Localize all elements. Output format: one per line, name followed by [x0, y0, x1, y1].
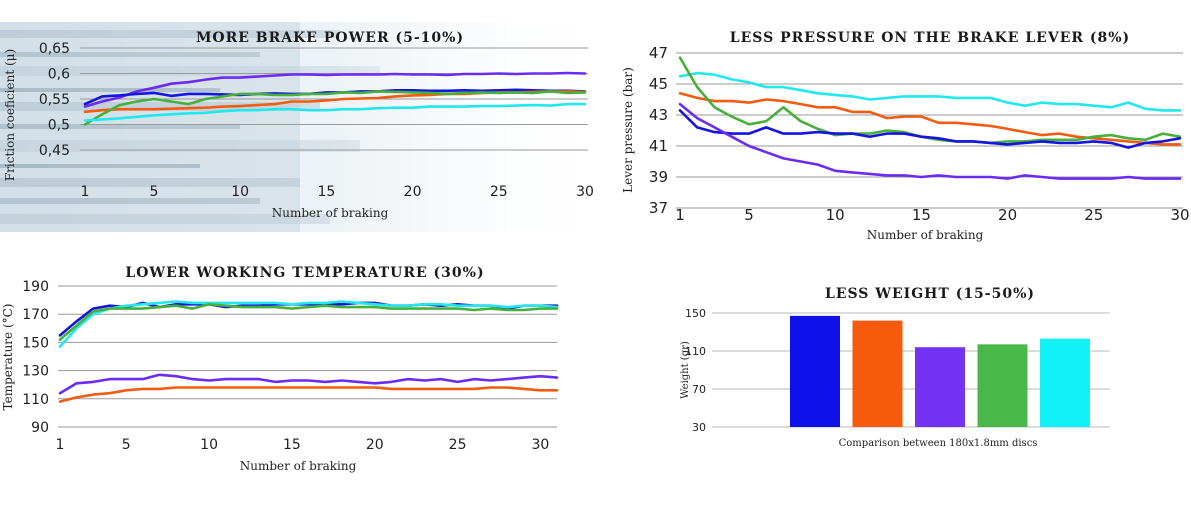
- friction-chart: MORE BRAKE POWER (5-10%) 0,65 0,6 0,55 0,5 0,…: [3, 30, 594, 220]
- y-tick-label: 130: [22, 364, 49, 380]
- bar-1: [790, 315, 840, 427]
- x-tick-label: 5: [122, 437, 131, 453]
- y-tick-label: 0,55: [39, 92, 70, 108]
- x-tick-label: 1: [675, 206, 685, 224]
- y-tick-label: 170: [22, 307, 49, 323]
- x-tick-label: 30: [576, 184, 594, 200]
- y-tick-label: 190: [22, 279, 49, 295]
- y-axis-label: Lever pressure (bar): [621, 67, 635, 193]
- x-tick-label: 1: [81, 184, 90, 200]
- series-line-5: [678, 102, 1182, 180]
- x-axis-label: Number of braking: [272, 206, 389, 220]
- x-tick-label: 30: [1170, 206, 1189, 224]
- y-tick-label: 0,5: [48, 118, 70, 134]
- y-tick-label: 0,6: [48, 67, 70, 83]
- series-line-1: [83, 71, 587, 108]
- y-tick-label: 37: [649, 199, 668, 217]
- series-line-4: [83, 90, 587, 126]
- bar-5: [1040, 338, 1090, 427]
- y-tick-label: 30: [692, 421, 706, 434]
- motion-blur-background: [0, 22, 600, 232]
- y-axis-label: Weight (gr): [680, 341, 691, 399]
- chart-title: LOWER WORKING TEMPERATURE (30%): [125, 265, 484, 281]
- y-tick-label: 150: [685, 307, 706, 320]
- series-line-4: [58, 373, 559, 395]
- y-tick-label: 0,65: [39, 41, 70, 57]
- chart-title: MORE BRAKE POWER (5-10%): [196, 30, 464, 46]
- x-axis-label: Number of braking: [240, 459, 357, 473]
- y-tick-label: 47: [649, 44, 668, 62]
- x-tick-label: 25: [1084, 206, 1103, 224]
- y-axis-label: Friction coeficient (μ): [3, 49, 17, 181]
- x-tick-label: 20: [998, 206, 1017, 224]
- y-tick-label: 45: [649, 75, 668, 93]
- series-line-4: [678, 109, 1182, 149]
- y-tick-label: 39: [649, 168, 668, 186]
- x-tick-label: 10: [826, 206, 845, 224]
- y-tick-label: 110: [685, 345, 706, 358]
- lever-pressure-chart: LESS PRESSURE ON THE BRAKE LEVER (8%) 47 4…: [621, 30, 1190, 242]
- x-tick-label: 15: [912, 206, 931, 224]
- x-tick-label: 25: [449, 437, 467, 453]
- y-tick-label: 150: [22, 335, 49, 351]
- x-tick-label: 20: [404, 184, 422, 200]
- x-tick-label: 10: [200, 437, 218, 453]
- y-tick-label: 43: [649, 106, 668, 124]
- x-tick-label: 25: [490, 184, 508, 200]
- y-axis-label: Temperature (°C): [1, 304, 15, 411]
- bar-3: [915, 347, 965, 427]
- x-tick-label: 10: [231, 184, 249, 200]
- weight-bar-chart: LESS WEIGHT (15-50%) 150 110 70 30 Comparison…: [680, 286, 1110, 449]
- bar-4: [977, 344, 1028, 427]
- x-tick-label: 30: [532, 437, 550, 453]
- temperature-chart: LOWER WORKING TEMPERATURE (30%)190170150…: [1, 265, 559, 473]
- series-line-5: [58, 386, 559, 403]
- bar-2: [852, 320, 903, 427]
- y-tick-label: 41: [649, 137, 668, 155]
- chart-title: LESS WEIGHT (15-50%): [825, 286, 1035, 302]
- series-line-5: [83, 102, 587, 122]
- series-line-2: [58, 300, 559, 348]
- x-axis-label: Number of braking: [867, 228, 984, 242]
- x-tick-label: 15: [317, 184, 335, 200]
- series-line-2: [678, 92, 1182, 146]
- x-tick-label: 15: [283, 437, 301, 453]
- x-tick-label: 5: [744, 206, 754, 224]
- series-line-1: [678, 71, 1182, 112]
- y-tick-label: 90: [31, 420, 49, 436]
- y-tick-label: 70: [692, 383, 706, 396]
- x-axis-label: Comparison between 180x1.8mm discs: [839, 438, 1038, 449]
- x-tick-label: 1: [56, 437, 65, 453]
- y-tick-label: 0,45: [39, 143, 70, 159]
- chart-title: LESS PRESSURE ON THE BRAKE LEVER (8%): [730, 30, 1130, 46]
- series-line-3: [58, 302, 559, 341]
- x-tick-label: 5: [150, 184, 159, 200]
- x-tick-label: 20: [366, 437, 384, 453]
- y-tick-label: 110: [22, 392, 49, 408]
